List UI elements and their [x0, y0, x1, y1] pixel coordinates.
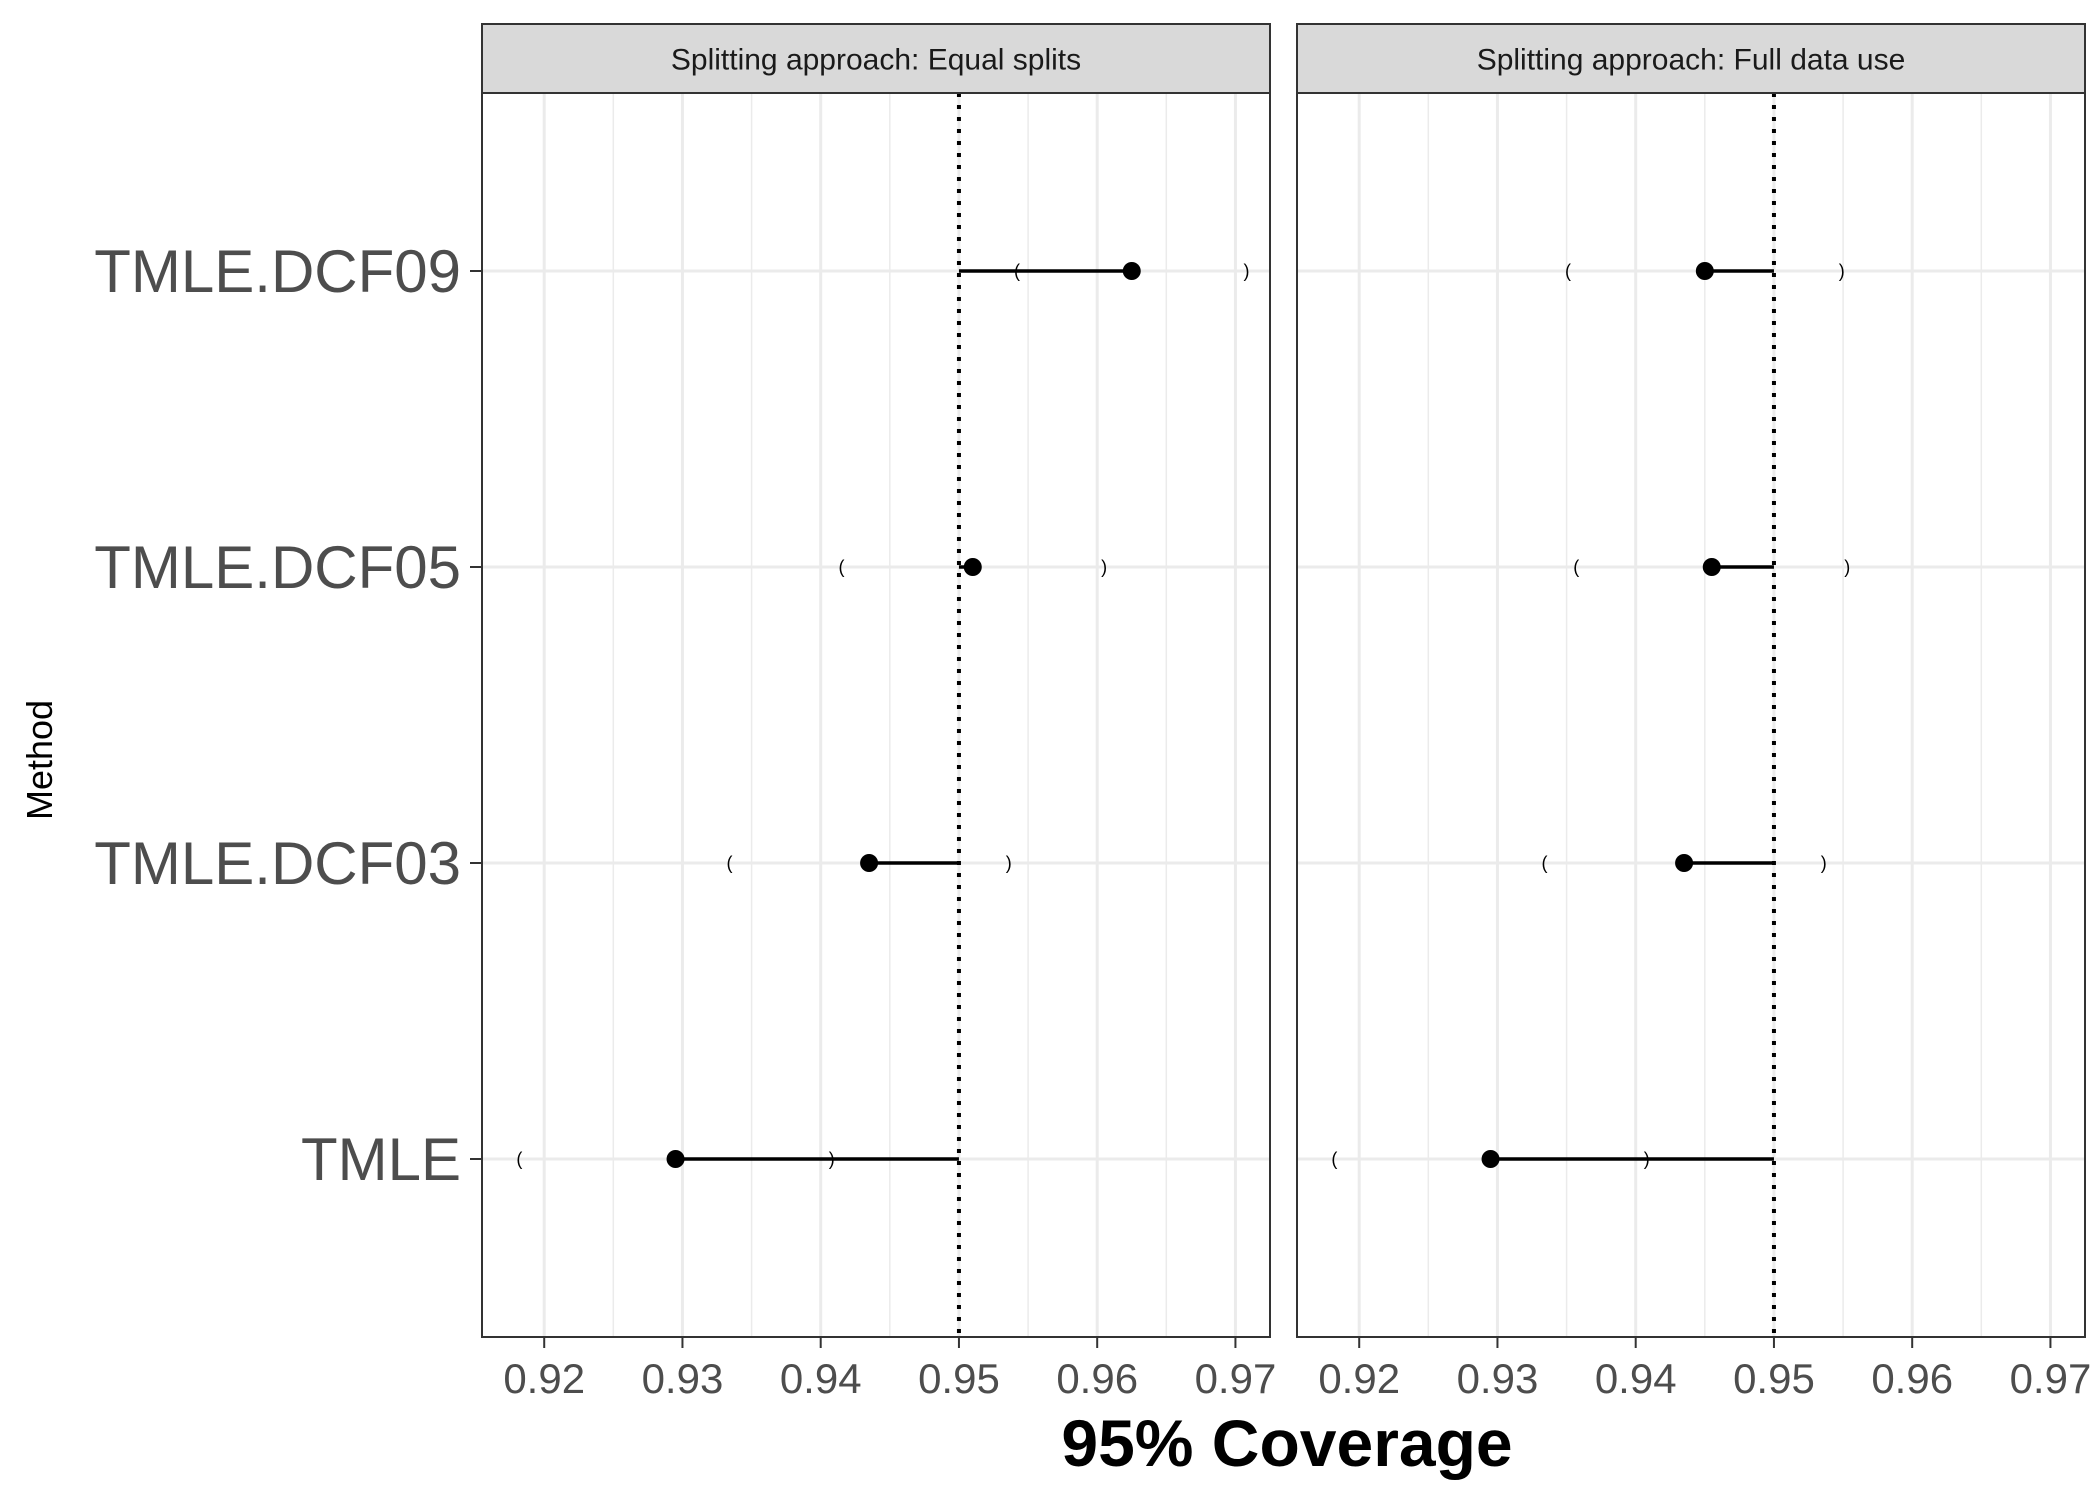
point-tmle-dcf03: [1675, 854, 1694, 872]
strip-label: Splitting approach: Full data use: [1477, 44, 1906, 77]
ci-upper-mark: ): [1844, 557, 1850, 577]
ci-lower-mark: (: [726, 853, 732, 873]
strip-label: Splitting approach: Equal splits: [671, 44, 1081, 77]
ci-upper-mark: ): [1243, 261, 1249, 281]
ci-upper-mark: ): [1839, 261, 1845, 281]
x-tick-label: 0.95: [1733, 1355, 1815, 1402]
y-tick-label: TMLE: [301, 1126, 461, 1193]
y-tick-label: TMLE.DCF03: [94, 830, 461, 897]
point-tmle-dcf09: [1122, 262, 1141, 280]
panel-1: () () () () Splitting approach: Equal splits…: [481, 23, 1277, 1402]
x-tick-label: 0.92: [503, 1355, 585, 1402]
strip-background: [1296, 23, 2086, 94]
ci-upper-mark: ): [1006, 853, 1012, 873]
x-tick-label: 0.97: [2010, 1355, 2092, 1402]
x-tick-label: 0.93: [642, 1355, 724, 1402]
x-tick-label: 0.94: [1595, 1355, 1677, 1402]
x-tick-label: 0.96: [1056, 1355, 1138, 1402]
point-tmle-dcf03: [860, 854, 879, 872]
y-tick-label: TMLE.DCF05: [94, 534, 461, 601]
panel-background: [482, 93, 1270, 1337]
x-tick-label: 0.92: [1318, 1355, 1400, 1402]
ci-lower-mark: (: [1541, 853, 1547, 873]
point-tmle-dcf05: [963, 558, 982, 576]
point-tmle-dcf05: [1702, 558, 1721, 576]
ci-upper-mark: ): [829, 1149, 835, 1169]
x-tick-label: 0.97: [1195, 1355, 1277, 1402]
ci-lower-mark: (: [1565, 261, 1571, 281]
ci-lower-mark: (: [1014, 261, 1020, 281]
point-tmle: [1481, 1150, 1500, 1168]
x-tick-label: 0.95: [918, 1355, 1000, 1402]
panel-2: () () () () Splitting approach: Full data us…: [1296, 23, 2092, 1402]
ci-lower-mark: (: [516, 1149, 522, 1169]
point-tmle: [666, 1150, 685, 1168]
ci-lower-mark: (: [838, 557, 844, 577]
ci-upper-mark: ): [1644, 1149, 1650, 1169]
point-tmle-dcf09: [1695, 262, 1714, 280]
x-axis-title: 95% Coverage: [1061, 1406, 1512, 1480]
y-axis-title: Method: [19, 700, 60, 820]
strip-background: [481, 23, 1271, 94]
panel-background: [1297, 93, 2085, 1337]
y-tick-label: TMLE.DCF09: [94, 238, 461, 305]
x-tick-label: 0.96: [1871, 1355, 1953, 1402]
ci-lower-mark: (: [1573, 557, 1579, 577]
ci-lower-mark: (: [1331, 1149, 1337, 1169]
x-tick-label: 0.93: [1457, 1355, 1539, 1402]
ci-upper-mark: ): [1101, 557, 1107, 577]
x-tick-label: 0.94: [780, 1355, 862, 1402]
ci-upper-mark: ): [1821, 853, 1827, 873]
y-axis: TMLE.DCF09 TMLE.DCF05 TMLE.DCF03 TMLE: [94, 238, 482, 1193]
